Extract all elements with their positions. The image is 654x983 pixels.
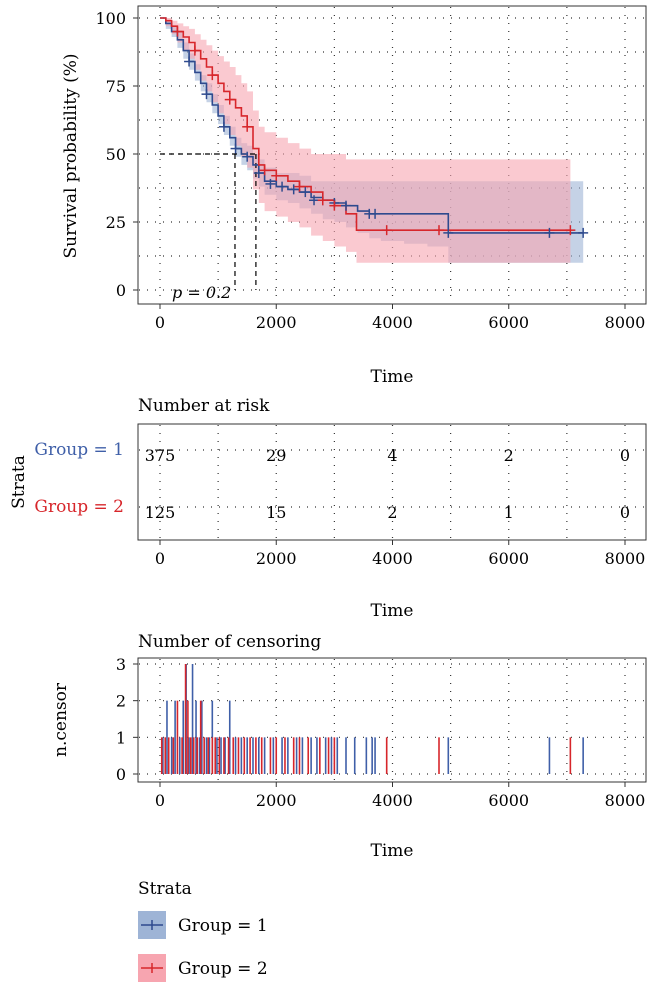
risk-value: 0: [620, 446, 630, 465]
risk-value: 375: [145, 446, 176, 465]
censoring-y-ticks: 0 1 2 3: [116, 655, 138, 784]
censor-mark-group-1: [218, 121, 229, 132]
survival-y-ticks: 0 25 50 75 100: [95, 9, 138, 300]
risk-table-x-ticks: 0 2000 4000 6000 8000: [155, 540, 645, 568]
risk-table-grid: [139, 425, 645, 539]
censoring-bars: [160, 664, 584, 774]
censor-mark-group-1: [277, 181, 288, 192]
y-tick-label: 1: [116, 728, 126, 747]
y-tick-label: 2: [116, 692, 126, 711]
censor-mark-group-2: [172, 26, 183, 37]
x-tick-label: 8000: [605, 549, 646, 568]
y-tick-label: 0: [116, 765, 126, 784]
censor-mark-group-1: [265, 178, 276, 189]
censor-mark-group-2: [434, 225, 444, 236]
survival-x-axis-label: Time: [371, 367, 414, 387]
x-tick-label: 6000: [488, 791, 529, 810]
x-tick-label: 2000: [256, 313, 297, 332]
censor-mark-group-1: [242, 151, 253, 162]
risk-table-rows: Group = 1 375 29 4 2 0 Group = 2 125 15 2 1 0: [34, 440, 630, 522]
risk-table-y-axis-label: Strata: [9, 455, 29, 509]
confidence-band-group-2: [160, 18, 571, 263]
censor-mark-group-2: [224, 94, 235, 105]
y-tick-label: 75: [106, 77, 126, 96]
risk-value: 29: [266, 446, 286, 465]
legend-item: Group = 2: [138, 954, 268, 982]
survival-confidence-bands: [160, 18, 584, 263]
censoring-plot: Number of censoring 0 2000 4000 6000 8000 0 1…: [51, 632, 647, 861]
legend-item: Group = 1: [138, 911, 268, 939]
x-tick-label: 4000: [372, 313, 413, 332]
p-value-annotation: p = 0.2: [172, 283, 231, 302]
survival-y-axis-label: Survival probability (%): [61, 53, 81, 258]
x-tick-label: 6000: [488, 549, 529, 568]
legend-label: Group = 2: [178, 959, 268, 979]
legend-items: Group = 1 Group = 2: [138, 911, 268, 982]
risk-value: 2: [504, 446, 514, 465]
median-survival-lines: [160, 153, 257, 290]
risk-value: 125: [145, 503, 176, 522]
y-tick-label: 0: [116, 281, 126, 300]
censor-mark-group-2: [259, 165, 270, 176]
x-tick-label: 2000: [256, 549, 297, 568]
censor-mark-group-2: [381, 225, 392, 236]
censor-mark-group-2: [242, 121, 253, 132]
censor-mark-group-1: [370, 208, 381, 219]
censor-mark-group-1: [309, 195, 320, 206]
survival-x-ticks: 0 2000 4000 6000 8000: [155, 304, 645, 332]
y-tick-label: 3: [116, 655, 126, 674]
risk-value: 1: [504, 503, 514, 522]
risk-value: 15: [266, 503, 286, 522]
censor-mark-group-2: [271, 170, 282, 181]
legend-label: Group = 1: [178, 916, 268, 936]
censoring-x-ticks: 0 2000 4000 6000 8000: [155, 782, 645, 810]
survival-censor-marks: [172, 26, 589, 238]
censor-mark-group-1: [578, 227, 589, 238]
x-tick-label: 6000: [488, 313, 529, 332]
censor-mark-group-2: [207, 70, 218, 81]
legend: Strata Group = 1 Group = 2: [138, 879, 268, 982]
censoring-plot-title: Number of censoring: [138, 632, 321, 652]
risk-table-title: Number at risk: [138, 396, 270, 416]
censoring-y-axis-label: n.censor: [51, 682, 71, 757]
censor-mark-group-1: [201, 89, 212, 100]
risk-table-x-axis-label: Time: [371, 601, 414, 621]
censor-mark-group-1: [230, 143, 241, 154]
censor-mark-group-2: [329, 200, 340, 211]
legend-title: Strata: [138, 879, 192, 899]
censor-mark-group-2: [317, 195, 328, 206]
x-tick-label: 8000: [605, 791, 646, 810]
x-tick-label: 4000: [372, 791, 413, 810]
censor-mark-group-2: [565, 225, 576, 236]
censor-mark-group-2: [189, 45, 200, 56]
censoring-x-axis-label: Time: [371, 841, 414, 861]
censor-mark-group-1: [544, 227, 555, 238]
risk-value: 4: [387, 446, 397, 465]
x-tick-label: 0: [155, 549, 165, 568]
x-tick-label: 0: [155, 791, 165, 810]
censor-mark-group-1: [253, 168, 264, 179]
y-tick-label: 50: [106, 145, 126, 164]
y-tick-label: 25: [106, 213, 126, 232]
risk-value: 0: [620, 503, 630, 522]
censor-mark-group-1: [341, 200, 351, 211]
x-tick-label: 8000: [605, 313, 646, 332]
x-tick-label: 2000: [256, 791, 297, 810]
risk-row-label: Group = 2: [34, 497, 124, 517]
censor-mark-group-2: [294, 181, 305, 192]
x-tick-label: 4000: [372, 549, 413, 568]
y-tick-label: 100: [95, 9, 126, 28]
risk-value: 2: [387, 503, 397, 522]
censor-mark-group-1: [288, 184, 299, 195]
censor-mark-group-1: [184, 56, 195, 67]
censor-mark-group-1: [443, 227, 454, 238]
censor-mark-group-1: [300, 187, 311, 198]
survival-plot: 0 2000 4000 6000 8000 0 25 50 75 100 p = 0.2 Tim…: [61, 5, 647, 387]
risk-row-label: Group = 1: [34, 440, 124, 460]
x-tick-label: 0: [155, 313, 165, 332]
censoring-plot-frame: [137, 657, 647, 783]
